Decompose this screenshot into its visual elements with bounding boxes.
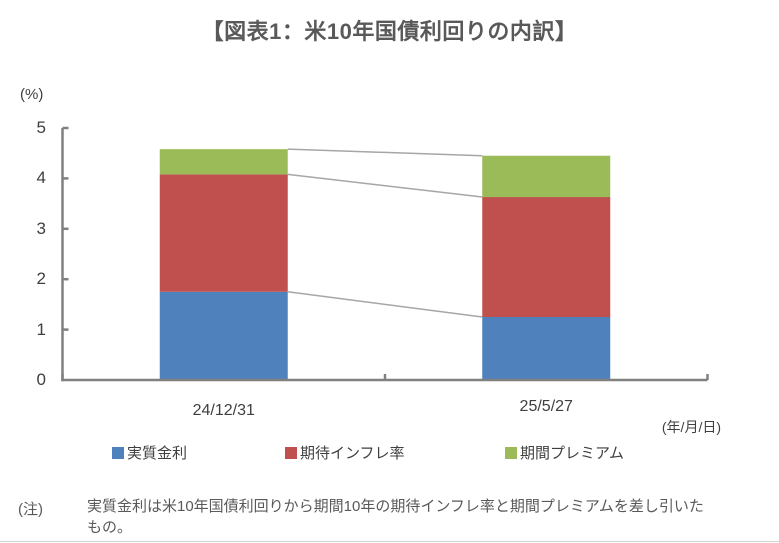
footnote-line: もの。 [87, 518, 133, 536]
footnote-text: 実質金利は米10年国債利回りから期間10年の期待インフレ率と期間プレミアムを差し… [87, 497, 772, 538]
bar-segment-c0-s1 [159, 174, 288, 292]
legend-swatch-icon [112, 446, 124, 459]
legend-label: 期間プレミアム [520, 445, 624, 462]
legend-swatch-icon [285, 446, 297, 459]
series-line-s0 [287, 291, 483, 318]
footnote-label: (注) [18, 501, 43, 518]
y-axis-unit-label: (%) [20, 86, 44, 103]
x-category-label-0: 24/12/31 [192, 402, 255, 419]
y-tick-label-4: 4 [36, 168, 46, 188]
series-line-s1 [287, 173, 483, 198]
y-tick-label-0: 0 [36, 370, 46, 389]
y-tick-label-3: 3 [36, 218, 46, 238]
bar-segment-c1-s2 [482, 155, 611, 198]
legend-label: 期待インフレ率 [300, 445, 405, 462]
y-tick-label-5: 5 [36, 118, 46, 137]
bar-segment-c1-s1 [482, 197, 611, 317]
x-category-label-1: 25/5/27 [519, 398, 573, 415]
bottom-divider [0, 541, 779, 542]
y-tick-label-2: 2 [36, 269, 46, 289]
x-axis-unit-label: (年/月/日) [661, 419, 721, 435]
bar-segment-c0-s2 [159, 149, 288, 175]
chart-title: 【図表1：米10年国債利回りの内訳】 [201, 19, 578, 44]
legend-item-1: 期待インフレ率 [285, 442, 405, 463]
legend-swatch-icon [505, 446, 517, 459]
legend-item-2: 期間プレミアム [505, 442, 624, 463]
legend-label: 実質金利 [127, 445, 188, 462]
legend-item-0: 実質金利 [112, 442, 187, 463]
y-tick-label-1: 1 [36, 319, 46, 339]
series-line-s2 [287, 148, 483, 157]
footnote-line: 実質金利は米10年国債利回りから期間10年の期待インフレ率と期間プレミアムを差し… [87, 498, 704, 515]
bar-segment-c0-s0 [159, 291, 288, 380]
bar-segment-c1-s0 [482, 317, 611, 380]
